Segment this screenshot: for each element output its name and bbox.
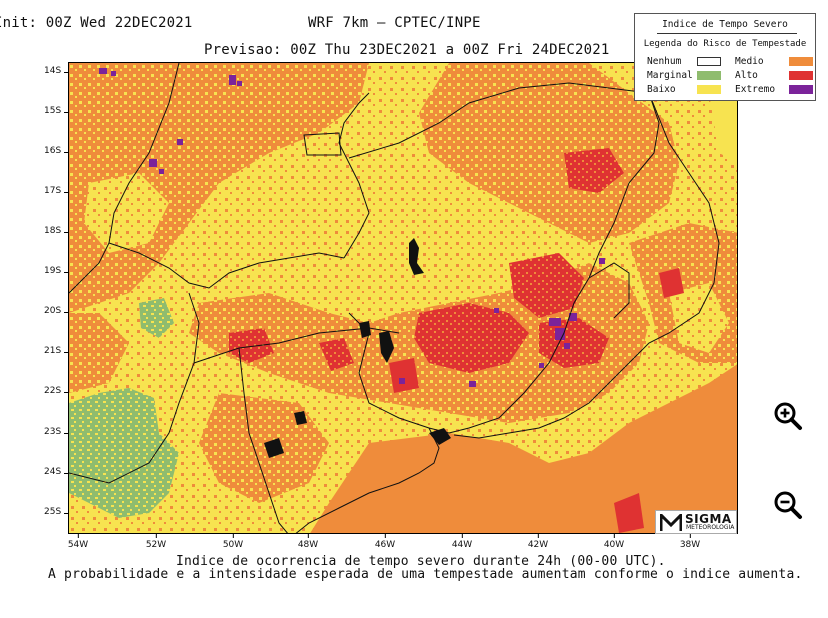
legend-label: Marginal [647, 70, 693, 81]
caption-line-2: A probabilidade e a intensidade esperada… [48, 567, 803, 582]
lat-label: 16S [44, 146, 69, 156]
lon-label: 52W [145, 534, 167, 550]
extreme-risk-spots [99, 68, 605, 387]
legend-divider [657, 33, 797, 34]
legend-label: Baixo [647, 84, 676, 95]
high-risk-zone [414, 303, 529, 373]
lon-label: 42W [527, 534, 549, 550]
legend-subtitle: Legenda do Risco de Tempestade [643, 39, 807, 49]
lon-label: 46W [374, 534, 396, 550]
legend-item-medio: Medio [735, 56, 813, 68]
lon-label: 44W [451, 534, 473, 550]
lat-label: 22S [44, 386, 69, 396]
model-title: WRF 7km – CPTEC/INPE [308, 15, 481, 31]
lat-label: 18S [44, 226, 69, 236]
legend-title: Indice de Tempo Severo [662, 19, 788, 30]
legend-item-extremo: Extremo [735, 84, 813, 96]
lat-label: 17S [44, 186, 69, 196]
lat-label: 20S [44, 306, 69, 316]
forecast-period: Previsao: 00Z Thu 23DEC2021 a 00Z Fri 24… [204, 42, 610, 58]
sigma-logo: SIGMA METEOROLOGIA [655, 510, 737, 534]
marginal-zone [69, 388, 179, 518]
lon-label: 40W [603, 534, 625, 550]
lat-label: 23S [44, 427, 69, 437]
logo-subtext: METEOROLOGIA [686, 524, 735, 531]
lon-label: 50W [222, 534, 244, 550]
lon-label: 38W [679, 534, 701, 550]
legend-item-alto: Alto [735, 70, 813, 82]
lat-label: 19S [44, 266, 69, 276]
zoom-out-button[interactable] [772, 489, 804, 521]
legend-item-baixo: Baixo [647, 84, 725, 96]
legend-swatch [789, 85, 813, 94]
reservoir-marks [264, 238, 451, 458]
sigma-m-icon [660, 514, 682, 531]
lat-label: 24S [44, 467, 69, 477]
zoom-in-icon [774, 402, 802, 430]
legend-swatch [697, 71, 721, 80]
lat-label: 14S [44, 66, 69, 76]
severe-weather-map [68, 62, 738, 534]
legend-box: Indice de Tempo Severo Legenda do Risco … [634, 13, 816, 101]
legend-label: Alto [735, 70, 758, 81]
legend-item-marginal: Marginal [647, 70, 725, 82]
legend-label: Extremo [735, 84, 776, 95]
legend-label: Nenhum [647, 56, 682, 67]
legend-label: Medio [735, 56, 764, 67]
legend-swatch [789, 71, 813, 80]
logo-text: SIGMA [685, 512, 732, 526]
map-canvas [69, 63, 737, 533]
zoom-in-button[interactable] [772, 400, 804, 432]
zoom-out-icon [774, 491, 802, 519]
caption-line-1: Indice de ocorrencia de tempo severo dur… [176, 554, 666, 569]
lat-label: 21S [44, 346, 69, 356]
legend-swatch [697, 57, 721, 66]
lat-label: 25S [44, 507, 69, 517]
lat-label: 15S [44, 106, 69, 116]
lon-label: 48W [297, 534, 319, 550]
legend-swatch [697, 85, 721, 94]
legend-swatch [789, 57, 813, 66]
lon-label: 54W [67, 534, 89, 550]
legend-item-nenhum: Nenhum [647, 56, 725, 68]
init-time: Init: 00Z Wed 22DEC2021 [0, 15, 193, 31]
